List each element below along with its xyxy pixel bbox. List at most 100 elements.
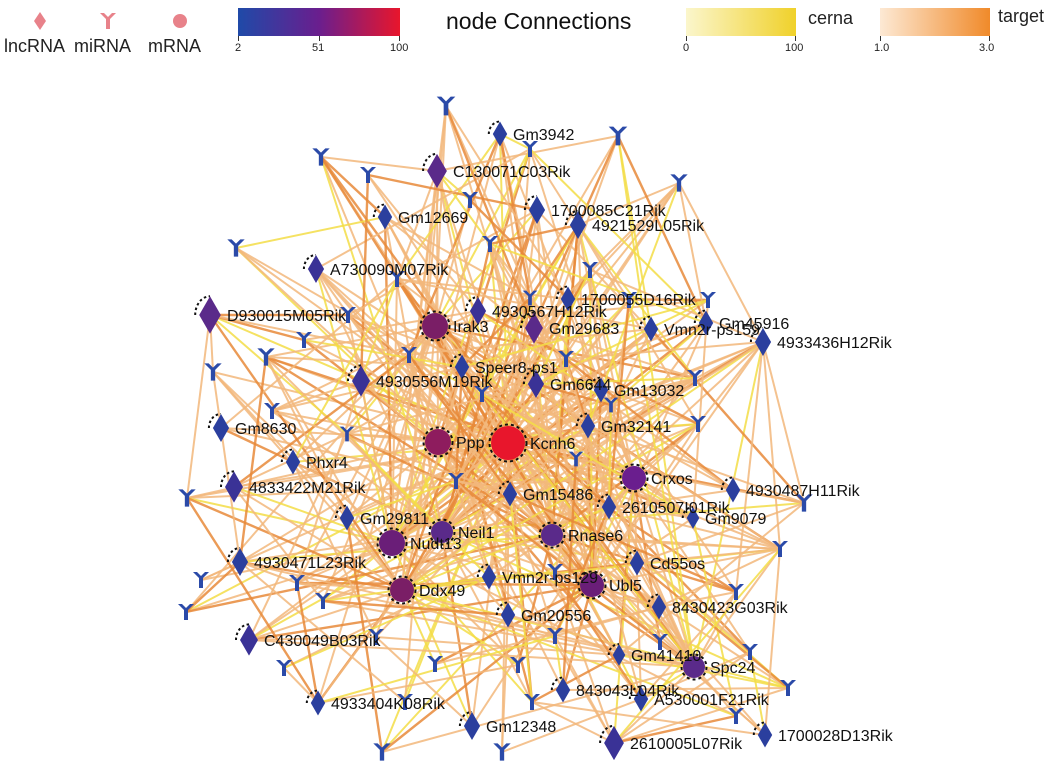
lncrna-node[interactable] <box>749 326 772 357</box>
mrna-node[interactable] <box>577 570 607 600</box>
mirna-node[interactable] <box>401 347 417 363</box>
lncrna-node[interactable] <box>334 504 355 531</box>
lncrna-node[interactable] <box>693 309 714 336</box>
mrna-node[interactable] <box>488 423 528 463</box>
lncrna-node[interactable] <box>464 295 487 326</box>
mirna-node[interactable] <box>510 657 526 673</box>
mirna-node[interactable] <box>687 370 703 386</box>
lncrna-node[interactable] <box>522 368 545 399</box>
lncrna-node[interactable] <box>523 194 546 225</box>
mirna-node[interactable] <box>204 363 222 381</box>
mirna-node[interactable] <box>700 292 716 308</box>
lncrna-node[interactable] <box>422 152 447 189</box>
mirna-node[interactable] <box>448 473 464 489</box>
mirna-node[interactable] <box>522 141 538 157</box>
mirna-node[interactable] <box>522 290 538 306</box>
mirna-node[interactable] <box>690 416 706 432</box>
lncrna-node[interactable] <box>624 549 645 576</box>
mirna-node[interactable] <box>257 348 275 366</box>
mirna-node[interactable] <box>312 148 330 166</box>
mirna-node[interactable] <box>289 575 305 591</box>
mrna-node[interactable] <box>419 310 451 342</box>
lncrna-node[interactable] <box>305 689 326 716</box>
mirna-node[interactable] <box>482 236 498 252</box>
lncrna-node[interactable] <box>646 593 667 620</box>
lncrna-node[interactable] <box>235 623 258 656</box>
mirna-node[interactable] <box>340 307 356 323</box>
lncrna-node[interactable] <box>347 364 370 397</box>
mirna-node[interactable] <box>389 271 405 287</box>
mirna-node[interactable] <box>339 426 355 442</box>
lncrna-node[interactable] <box>596 493 617 520</box>
mirna-node[interactable] <box>568 451 584 467</box>
lncrna-node[interactable] <box>599 724 624 761</box>
mirna-node[interactable] <box>360 167 376 183</box>
lncrna-node[interactable] <box>752 721 773 748</box>
mrna-node[interactable] <box>428 518 456 546</box>
mirna-node[interactable] <box>373 743 391 761</box>
mirna-node[interactable] <box>728 708 744 724</box>
lncrna-node[interactable] <box>588 376 609 403</box>
mirna-node[interactable] <box>436 96 456 116</box>
lncrna-node[interactable] <box>302 253 325 284</box>
mirna-node[interactable] <box>368 629 384 645</box>
mrna-node[interactable] <box>538 521 566 549</box>
node-label: Gm29811 <box>360 511 429 528</box>
mirna-node[interactable] <box>728 584 744 600</box>
mirna-node[interactable] <box>397 694 413 710</box>
mirna-node[interactable] <box>547 564 563 580</box>
mirna-node[interactable] <box>795 494 813 512</box>
mirna-node[interactable] <box>582 262 598 278</box>
lncrna-node[interactable] <box>720 476 741 503</box>
lncrna-node[interactable] <box>638 315 659 342</box>
lncrna-node[interactable] <box>564 209 587 240</box>
lncrna-node[interactable] <box>449 353 470 380</box>
mrna-node[interactable] <box>619 463 649 493</box>
mirna-node[interactable] <box>264 403 280 419</box>
lncrna-node[interactable] <box>226 546 249 577</box>
mirna-node[interactable] <box>193 572 209 588</box>
mirna-node[interactable] <box>462 192 478 208</box>
lncrna-node[interactable] <box>207 412 230 443</box>
mirna-node[interactable] <box>296 332 312 348</box>
mirna-node[interactable] <box>524 694 540 710</box>
lncrna-node[interactable] <box>628 685 649 712</box>
lncrna-node[interactable] <box>575 412 596 439</box>
lncrna-node[interactable] <box>520 311 543 344</box>
mirna-node[interactable] <box>772 541 788 557</box>
mirna-node[interactable] <box>742 644 758 660</box>
lncrna-node[interactable] <box>487 120 508 147</box>
mirna-node[interactable] <box>493 743 511 761</box>
mirna-node[interactable] <box>603 397 619 413</box>
mirna-node[interactable] <box>558 351 574 367</box>
lncrna-node[interactable] <box>495 601 516 628</box>
mirna-node[interactable] <box>178 489 196 507</box>
mirna-node[interactable] <box>621 292 637 308</box>
mrna-node[interactable] <box>422 426 454 458</box>
lncrna-node[interactable] <box>458 710 481 741</box>
mirna-node[interactable] <box>315 593 331 609</box>
lncrna-node[interactable] <box>681 506 700 529</box>
lncrna-node[interactable] <box>476 563 497 590</box>
lncrna-node[interactable] <box>220 470 243 503</box>
lncrna-node[interactable] <box>497 480 518 507</box>
lncrna-node[interactable] <box>372 203 393 230</box>
lncrna-node[interactable] <box>280 448 301 475</box>
mirna-node[interactable] <box>474 386 490 402</box>
mrna-node[interactable] <box>387 575 417 605</box>
mrna-node[interactable] <box>680 653 708 681</box>
lncrna-node[interactable] <box>607 643 626 666</box>
mirna-node[interactable] <box>427 656 443 672</box>
mirna-node[interactable] <box>780 680 796 696</box>
mirna-node[interactable] <box>670 174 688 192</box>
lncrna-node[interactable] <box>194 295 221 334</box>
mirna-node[interactable] <box>227 239 245 257</box>
lncrna-node[interactable] <box>550 676 571 703</box>
mirna-node[interactable] <box>178 604 194 620</box>
mirna-node[interactable] <box>276 660 292 676</box>
mrna-node[interactable] <box>376 527 408 559</box>
mirna-node[interactable] <box>608 126 628 146</box>
mirna-node[interactable] <box>547 628 563 644</box>
mirna-node[interactable] <box>652 634 668 650</box>
lncrna-node[interactable] <box>555 285 576 312</box>
